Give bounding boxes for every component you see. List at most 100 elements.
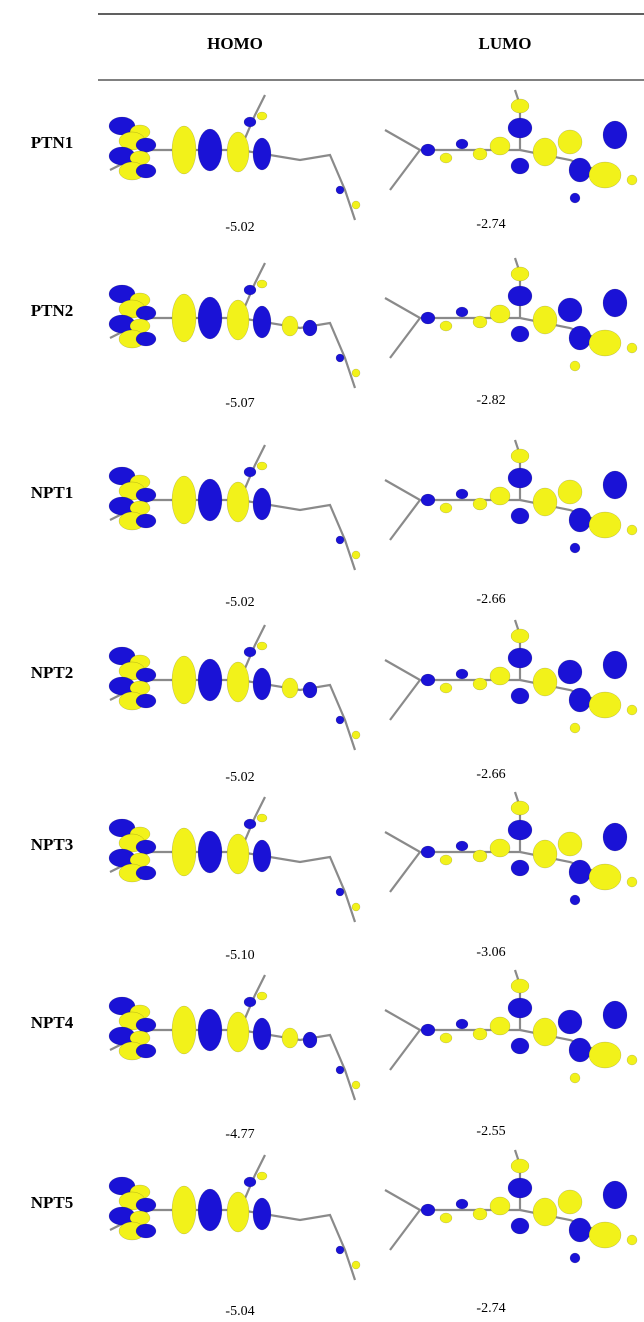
- homo-energy: -4.77: [225, 1127, 254, 1142]
- homo-energy: -5.02: [225, 595, 254, 610]
- orbital-lobe: [226, 299, 250, 341]
- orbital-lobe: [568, 507, 592, 533]
- orbital-lobe: [226, 481, 250, 523]
- orbital-lobe: [472, 315, 488, 329]
- orbital-lobe: [569, 1252, 581, 1264]
- orbital-lobe: [510, 266, 530, 282]
- orbital-lobe: [626, 174, 638, 186]
- molecule-backbone: [389, 679, 421, 721]
- orbital-lobe: [335, 1065, 345, 1075]
- orbital-lobe: [569, 1072, 581, 1084]
- orbital-lobe: [557, 479, 583, 505]
- orbital-lobe: [256, 813, 268, 823]
- molecule-backbone: [389, 149, 421, 191]
- row-label: NPT3: [31, 835, 74, 854]
- orbital-lobe: [626, 1054, 638, 1066]
- orbital-lobe: [602, 1180, 628, 1210]
- orbital-lobe: [335, 1245, 345, 1255]
- orbital-lobe: [510, 157, 530, 175]
- orbital-lobe: [569, 192, 581, 204]
- orbital-lobe: [569, 722, 581, 734]
- orbital-lobe: [243, 116, 257, 128]
- lumo-energy: -2.55: [476, 1124, 505, 1139]
- orbital-lobe: [532, 1017, 558, 1047]
- orbital-lobe: [455, 488, 469, 500]
- orbital-lobe: [489, 666, 511, 686]
- lumo-energy: -2.82: [476, 393, 505, 408]
- homo-energy: -5.04: [225, 1304, 254, 1319]
- orbital-lobe: [256, 1171, 268, 1181]
- orbital-lobe: [439, 152, 453, 164]
- orbital-lobe: [135, 693, 157, 709]
- orbital-lobe: [568, 1217, 592, 1243]
- orbital-lobe: [455, 840, 469, 852]
- orbital-lobe: [420, 311, 436, 325]
- lumo-orbital: [384, 1149, 638, 1264]
- orbital-lobe: [302, 681, 318, 699]
- orbital-lobe: [557, 129, 583, 155]
- orbital-lobe: [135, 163, 157, 179]
- orbital-lobe: [507, 997, 533, 1019]
- orbital-lobe: [171, 125, 197, 175]
- homo-energy: -5.10: [225, 948, 254, 963]
- orbital-lobe: [626, 704, 638, 716]
- lumo-energy: -2.74: [476, 217, 505, 232]
- orbital-lobe: [472, 1207, 488, 1221]
- orbital-lobe: [602, 822, 628, 852]
- orbital-lobe: [568, 859, 592, 885]
- orbital-lobe: [243, 646, 257, 658]
- orbital-lobe: [569, 542, 581, 554]
- orbital-lobe: [171, 293, 197, 343]
- row-label: NPT4: [31, 1013, 74, 1032]
- orbital-lobe: [351, 200, 361, 210]
- orbital-lobe: [626, 524, 638, 536]
- orbital-lobe: [243, 466, 257, 478]
- orbital-lobe: [256, 461, 268, 471]
- orbital-lobe: [455, 1198, 469, 1210]
- orbital-lobe: [252, 305, 272, 339]
- orbital-lobe: [510, 859, 530, 877]
- orbital-lobe: [351, 1080, 361, 1090]
- orbital-lobe: [351, 902, 361, 912]
- orbital-lobe: [335, 715, 345, 725]
- orbital-lobe: [135, 1043, 157, 1059]
- orbital-lobe: [507, 1177, 533, 1199]
- orbital-lobe: [489, 304, 511, 324]
- orbital-lobe: [243, 996, 257, 1008]
- orbital-lobe: [226, 1191, 250, 1233]
- molecule-backbone: [389, 851, 421, 893]
- homo-energy: -5.02: [225, 220, 254, 235]
- orbital-lobe: [510, 628, 530, 644]
- orbital-lobe: [532, 137, 558, 167]
- orbital-lobe: [256, 111, 268, 121]
- lumo-orbital: [384, 257, 638, 372]
- homo-orbital: [108, 444, 361, 571]
- orbital-lobe: [171, 827, 197, 877]
- orbital-lobe: [510, 325, 530, 343]
- orbital-lobe: [557, 831, 583, 857]
- orbital-lobe: [472, 677, 488, 691]
- orbital-lobe: [302, 1031, 318, 1049]
- orbital-lobe: [252, 839, 272, 873]
- orbital-lobe: [135, 137, 157, 153]
- orbital-lobe: [472, 1027, 488, 1041]
- row-label: NPT1: [31, 483, 74, 502]
- orbital-lobe: [439, 1032, 453, 1044]
- orbital-lobe: [243, 1176, 257, 1188]
- orbital-lobe: [135, 513, 157, 529]
- orbital-lobe: [472, 147, 488, 161]
- orbital-lobe: [252, 1017, 272, 1051]
- orbital-lobe: [507, 647, 533, 669]
- row-label: NPT2: [31, 663, 74, 682]
- orbital-lobe: [135, 1017, 157, 1033]
- orbital-lobe: [420, 845, 436, 859]
- orbital-lobe: [135, 305, 157, 321]
- orbital-lobe: [602, 1000, 628, 1030]
- orbital-lobe: [510, 448, 530, 464]
- orbital-lobe: [197, 1008, 223, 1052]
- orbital-lobe: [557, 1009, 583, 1035]
- orbital-lobe: [252, 1197, 272, 1231]
- orbital-lobe: [588, 1041, 622, 1069]
- orbital-lobe: [335, 353, 345, 363]
- orbital-lobe: [439, 1212, 453, 1224]
